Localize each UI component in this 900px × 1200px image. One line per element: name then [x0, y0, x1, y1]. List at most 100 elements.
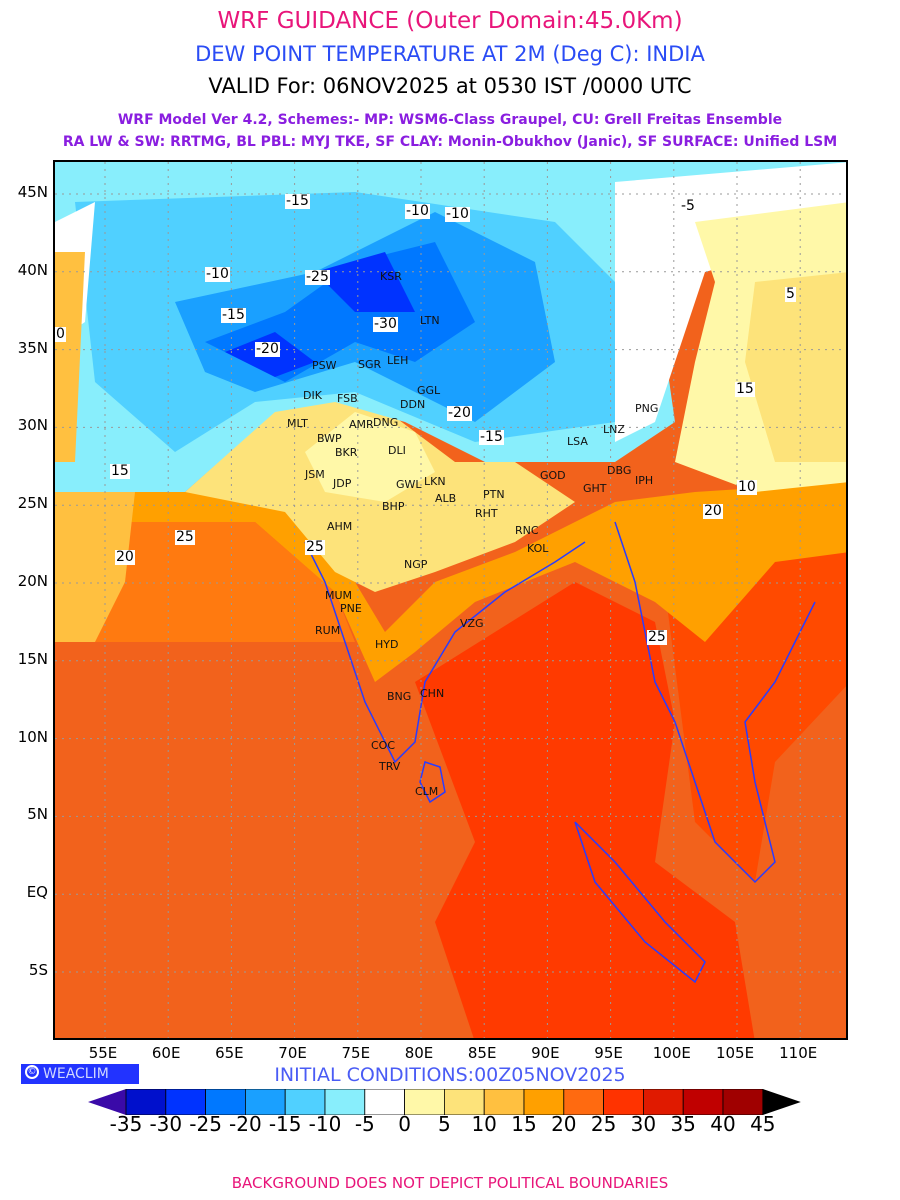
lon-label: 85E — [467, 1044, 497, 1062]
region-15-20 — [55, 482, 846, 682]
lat-label: 5S — [28, 961, 48, 979]
contour-label: -15 — [221, 307, 246, 323]
city-label: JDP — [333, 477, 352, 490]
contour-label: -25 — [305, 269, 330, 285]
contour-label: 5 — [785, 286, 796, 302]
colorbar — [88, 1089, 801, 1115]
lat-label: 5N — [27, 805, 48, 824]
city-label: DDN — [400, 398, 426, 411]
contour-label: 10 — [737, 479, 757, 495]
colorbar-segment — [483, 1089, 525, 1115]
colorbar-high-arrow — [762, 1089, 801, 1115]
contour-label: 20 — [115, 549, 135, 565]
contour-label: -20 — [255, 341, 280, 357]
colorbar-segment — [125, 1089, 167, 1115]
lat-label: 40N — [17, 260, 48, 279]
map-fill — [55, 162, 846, 1038]
model-info-line-2: RA LW & SW: RRTMG, BL PBL: MYJ TKE, SF C… — [62, 134, 838, 150]
city-label: CLM — [415, 785, 439, 798]
contour-label: -30 — [373, 316, 398, 332]
city-label: AHM — [327, 520, 353, 533]
city-label: BHP — [382, 500, 405, 513]
city-label: KOL — [527, 542, 549, 555]
contour-label: 25 — [175, 529, 195, 545]
city-label: LKN — [424, 475, 446, 488]
city-label: PSW — [312, 359, 337, 372]
lon-label: 110E — [779, 1044, 818, 1062]
colorbar-segment — [682, 1089, 724, 1115]
city-label: DBG — [607, 464, 632, 477]
colorbar-label: -35 — [109, 1112, 143, 1136]
city-label: IPH — [635, 474, 654, 487]
region-west-coast — [55, 492, 135, 642]
lat-label: 45N — [17, 183, 48, 201]
city-label: DNG — [373, 416, 399, 429]
city-label: JSM — [305, 468, 325, 481]
city-label: RUM — [315, 624, 341, 637]
city-label: NGP — [404, 558, 428, 571]
lat-label: 10N — [17, 727, 48, 746]
city-label: LNZ — [603, 423, 625, 436]
colorbar-label: 30 — [630, 1112, 657, 1136]
colorbar-label: -10 — [308, 1112, 342, 1136]
lon-label: 60E — [151, 1044, 181, 1062]
city-label: KSR — [380, 270, 402, 283]
dew-point-map: KSR LTN LEH PSW SGR DIK FSB MLT BWP AMR DNG DDN GGL J… — [53, 160, 848, 1040]
contour-label: 25 — [647, 629, 667, 645]
lon-label: 55E — [88, 1044, 118, 1062]
copyright-icon: © — [25, 1065, 39, 1079]
colorbar-segment — [324, 1089, 366, 1115]
lat-label: EQ — [26, 883, 48, 902]
region-far-west — [55, 252, 85, 462]
colorbar-segment — [643, 1089, 684, 1115]
contour-label: 20 — [703, 503, 723, 519]
valid-time: VALID For: 06NOV2025 at 0530 IST /0000 U… — [208, 74, 692, 98]
city-label: PNG — [635, 402, 659, 415]
contour-label: 0 — [55, 326, 66, 342]
colorbar-segment — [722, 1089, 764, 1115]
colorbar-segment — [404, 1089, 445, 1115]
city-label: AMR — [349, 418, 374, 431]
contour-label: 15 — [735, 381, 755, 397]
colorbar-segment — [165, 1089, 207, 1115]
city-label: PTN — [483, 488, 505, 501]
colorbar-segment — [284, 1089, 326, 1115]
region-white — [55, 162, 846, 442]
weaclim-logo: © WEACLIM — [21, 1064, 139, 1084]
city-label: BKR — [335, 446, 358, 459]
chart-title: WRF GUIDANCE (Outer Domain:45.0Km) — [217, 8, 683, 34]
city-label: PNE — [340, 602, 362, 615]
city-label: COC — [371, 739, 396, 752]
city-label: RNC — [515, 524, 539, 537]
city-label: MLT — [287, 417, 308, 430]
contour-label: -10 — [445, 206, 470, 222]
lon-label: 65E — [215, 1044, 244, 1062]
lon-label: 100E — [652, 1044, 691, 1062]
city-label: GWL — [396, 478, 422, 491]
region-25-30 — [415, 582, 755, 1038]
logo-text: WEACLIM — [43, 1066, 109, 1082]
lat-label: 15N — [17, 649, 48, 668]
colorbar-label: -20 — [229, 1112, 262, 1136]
lat-label: 35N — [17, 338, 48, 357]
colorbar-label: 45 — [750, 1112, 776, 1136]
model-info-line-1: WRF Model Ver 4.2, Schemes:- MP: WSM6-Cl… — [117, 112, 783, 128]
colorbar-label: 25 — [590, 1112, 617, 1136]
disclaimer: BACKGROUND DOES NOT DEPICT POLITICAL BOU… — [231, 1174, 669, 1192]
city-label: DLI — [388, 444, 406, 457]
coastline-seasia — [614, 521, 816, 884]
lon-label: 95E — [594, 1044, 623, 1062]
city-label: VZG — [460, 617, 484, 630]
colorbar-low-arrow — [88, 1089, 126, 1115]
colorbar-segment — [244, 1089, 286, 1115]
colorbar-label: -15 — [268, 1112, 302, 1136]
contour-label: -15 — [285, 193, 310, 209]
contour-label: -15 — [479, 429, 504, 445]
colorbar-label: 0 — [398, 1112, 411, 1136]
colorbar-segment — [205, 1089, 246, 1115]
lon-label: 90E — [531, 1044, 560, 1062]
colorbar-label: 40 — [710, 1112, 736, 1136]
city-label: CHN — [420, 687, 445, 700]
city-label: RHT — [475, 507, 498, 520]
city-label: HYD — [375, 638, 399, 651]
